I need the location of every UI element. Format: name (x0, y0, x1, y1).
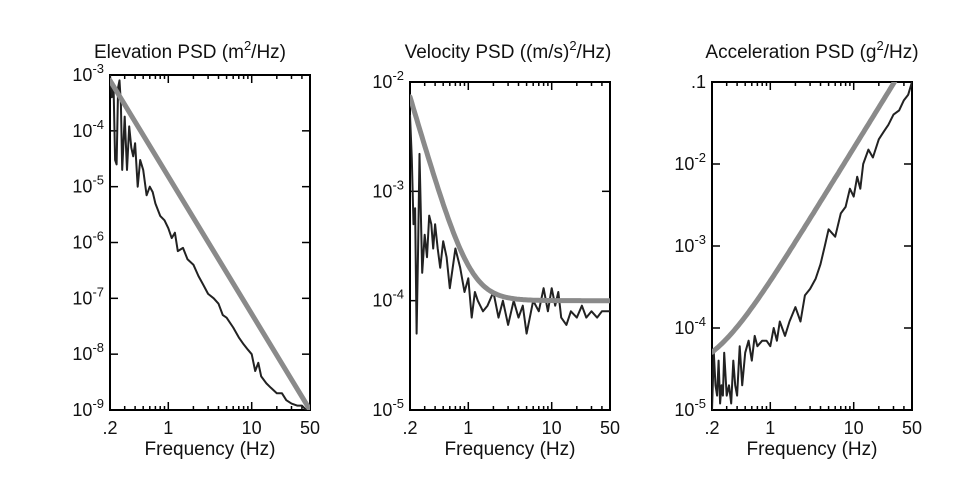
y-tick-label: 10-2 (372, 68, 404, 92)
x-axis-label: Frequency (Hz) (445, 439, 576, 460)
y-tick-label: 10-8 (72, 340, 104, 364)
y-tick-label: 10-7 (72, 284, 104, 308)
x-tick-label: .2 (102, 418, 117, 438)
measured-spectrum-line (110, 75, 310, 410)
fit-curve (110, 77, 310, 410)
y-tick-label: 10-4 (72, 117, 104, 141)
fit-curve (410, 94, 610, 304)
x-tick-label: 10 (542, 418, 562, 438)
elevation-psd-chart: Elevation PSD (m2/Hz) .2 1 10 50 Frequency (H… (72, 38, 320, 460)
y-tick-label: 10-3 (372, 177, 404, 201)
measured-spectrum-line (712, 82, 912, 410)
x-axis-label: Frequency (Hz) (145, 439, 276, 460)
measured-spectrum-line (410, 114, 610, 335)
x-tick-label: 10 (844, 418, 864, 438)
x-tick-label: 50 (600, 418, 620, 438)
x-axis-label: Frequency (Hz) (747, 439, 878, 460)
y-tick-label: 10-5 (72, 173, 104, 197)
x-tick-label: 50 (902, 418, 922, 438)
y-tick-label: 10-5 (372, 396, 404, 420)
y-tick-label: 10-9 (72, 396, 104, 420)
fit-curve (712, 82, 898, 355)
y-tick-label: 10-5 (674, 396, 706, 420)
acceleration-psd-chart: Acceleration PSD (g2/Hz) .2 1 10 50 Frequency… (674, 38, 922, 460)
chart-title: Elevation PSD (m2/Hz) (94, 38, 286, 63)
x-tick-label: 1 (163, 418, 173, 438)
y-tick-label: 10-3 (674, 232, 706, 256)
chart-title: Velocity PSD ((m/s)2/Hz) (405, 38, 612, 63)
y-tick-label: 10-3 (72, 61, 104, 85)
chart-title: Acceleration PSD (g2/Hz) (705, 38, 918, 63)
x-tick-label: 1 (463, 418, 473, 438)
x-tick-label: 1 (765, 418, 775, 438)
y-tick-label: 10-6 (72, 229, 104, 253)
velocity-psd-chart: Velocity PSD ((m/s)2/Hz) .2 1 10 50 Frequency… (372, 38, 620, 460)
plot-frame (409, 81, 611, 411)
y-tick-label: .1 (691, 72, 706, 92)
y-tick-label: 10-4 (372, 287, 404, 311)
x-tick-label: 50 (300, 418, 320, 438)
x-tick-label: .2 (704, 418, 719, 438)
x-tick-label: .2 (402, 418, 417, 438)
x-tick-label: 10 (242, 418, 262, 438)
y-tick-label: 10-2 (674, 150, 706, 174)
y-tick-label: 10-4 (674, 314, 706, 338)
plot-frame (711, 81, 913, 411)
